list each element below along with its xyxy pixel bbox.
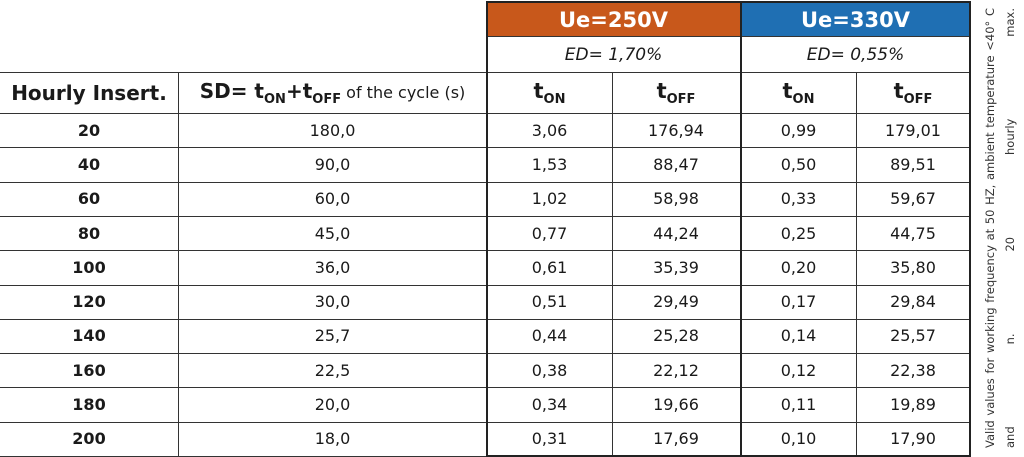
grid-line	[0, 72, 487, 73]
table-cell-t-on-250: 0,44	[531, 326, 568, 346]
grid-line	[0, 285, 970, 286]
grid-line	[0, 182, 970, 183]
grid-line	[486, 1, 971, 3]
table-cell-hourly: 160	[72, 360, 106, 380]
ed330-cell: ED= 0,55%	[741, 37, 970, 73]
table-cell-t-on-250: 0,38	[531, 360, 568, 380]
table-cell-hourly: 40	[77, 154, 101, 174]
table-cell-t-on-330: 0,99	[780, 120, 817, 140]
hourly-header: Hourly Insert.	[0, 73, 178, 113]
table-cell-t-off-250: 29,49	[653, 292, 699, 312]
table-cell-t-on-330: 0,11	[780, 395, 817, 415]
table-cell-t-on-250: 0,77	[531, 223, 568, 243]
ue250-header: Ue=250V	[487, 3, 740, 36]
table-cell-t-on-250: 1,53	[531, 154, 568, 174]
table-cell-hourly: 60	[77, 189, 101, 209]
table-cell-t-off-330: 179,01	[885, 120, 941, 140]
table-cell-t-off-250: 88,47	[653, 154, 699, 174]
table-cell-sd: 22,5	[314, 360, 351, 380]
t-off-330-header: tOFF	[893, 79, 933, 107]
grid-line	[856, 72, 857, 456]
table-cell-t-on-330: 0,14	[780, 326, 817, 346]
t-on-250-header: tON	[533, 79, 566, 107]
table-cell-sd: 36,0	[314, 257, 351, 277]
grid-line	[0, 147, 970, 148]
grid-line	[612, 72, 613, 456]
validity-note: Valid values for working frequency at 50…	[983, 8, 1017, 448]
table-cell-hourly: 100	[72, 257, 106, 277]
table-cell-hourly: 120	[72, 292, 106, 312]
t-on-330-header: tON	[782, 79, 815, 107]
table-cell-t-on-330: 0,25	[780, 223, 817, 243]
table-cell-sd: 25,7	[314, 326, 351, 346]
table-cell-t-on-330: 0,50	[780, 154, 817, 174]
table-cell-hourly: 140	[72, 326, 106, 346]
table-cell-t-off-250: 44,24	[653, 223, 699, 243]
grid-line	[740, 1, 742, 456]
table-cell-t-on-330: 0,12	[780, 360, 817, 380]
ed250-cell: ED= 1,70%	[487, 37, 740, 73]
t-off-250-header: tOFF	[656, 79, 696, 107]
table-cell-t-off-330: 17,90	[890, 429, 936, 449]
table-cell-t-on-250: 3,06	[531, 120, 568, 140]
table-cell-t-on-250: 0,31	[531, 429, 568, 449]
grid-line	[0, 319, 970, 320]
ue330-label: Ue=330V	[801, 7, 910, 32]
table-cell-sd: 180,0	[309, 120, 356, 140]
table-cell-sd: 90,0	[314, 154, 351, 174]
table-cell-sd: 30,0	[314, 292, 351, 312]
table-cell-sd: 20,0	[314, 395, 351, 415]
grid-line	[178, 72, 179, 456]
table-cell-t-off-330: 22,38	[890, 360, 936, 380]
table-cell-hourly: 180	[72, 395, 106, 415]
table-cell-sd: 60,0	[314, 189, 351, 209]
table-cell-t-off-250: 17,69	[653, 429, 699, 449]
grid-line	[486, 1, 488, 456]
grid-line	[969, 1, 971, 456]
table-cell-hourly: 200	[72, 429, 106, 449]
grid-line	[0, 216, 970, 217]
table-cell-t-on-250: 0,51	[531, 292, 568, 312]
table-cell-t-on-330: 0,17	[780, 292, 817, 312]
table-cell-t-on-330: 0,10	[780, 429, 817, 449]
table-cell-hourly: 20	[77, 120, 101, 140]
grid-line	[0, 113, 970, 114]
table-cell-t-on-330: 0,33	[780, 189, 817, 209]
grid-line	[0, 353, 970, 354]
table-cell-t-off-330: 89,51	[890, 154, 936, 174]
table-cell-t-off-330: 59,67	[890, 189, 936, 209]
grid-line	[487, 72, 970, 73]
table-cell-t-off-250: 176,94	[648, 120, 704, 140]
table-cell-sd: 45,0	[314, 223, 351, 243]
table-cell-t-off-250: 22,12	[653, 360, 699, 380]
table-cell-t-on-250: 0,61	[531, 257, 568, 277]
table-cell-t-off-250: 19,66	[653, 395, 699, 415]
table-cell-t-off-330: 44,75	[890, 223, 936, 243]
table-cell-t-off-330: 25,57	[890, 326, 936, 346]
table-cell-t-off-250: 35,39	[653, 257, 699, 277]
table-cell-t-on-250: 1,02	[531, 189, 568, 209]
table-cell-hourly: 80	[77, 223, 101, 243]
ue330-header: Ue=330V	[741, 3, 970, 36]
grid-line	[487, 36, 970, 37]
grid-line	[0, 422, 970, 423]
table-cell-t-off-330: 29,84	[890, 292, 936, 312]
hourly-header-label: Hourly Insert.	[11, 81, 167, 105]
grid-line	[0, 250, 970, 251]
table-cell-t-off-330: 35,80	[890, 257, 936, 277]
ue250-label: Ue=250V	[559, 7, 668, 32]
table-cell-t-on-330: 0,20	[780, 257, 817, 277]
grid-line	[0, 387, 970, 388]
ed250-label: ED= 1,70%	[564, 45, 663, 65]
table-cell-t-off-250: 25,28	[653, 326, 699, 346]
sd-header-label: SD= tON+tOFF of the cycle (s)	[199, 79, 466, 107]
table-cell-t-on-250: 0,34	[531, 395, 568, 415]
table-cell-t-off-330: 19,89	[890, 395, 936, 415]
table-cell-t-off-250: 58,98	[653, 189, 699, 209]
table-cell-sd: 18,0	[314, 429, 351, 449]
ed330-label: ED= 0,55%	[806, 45, 905, 65]
sd-header: SD= tON+tOFF of the cycle (s)	[178, 73, 487, 113]
